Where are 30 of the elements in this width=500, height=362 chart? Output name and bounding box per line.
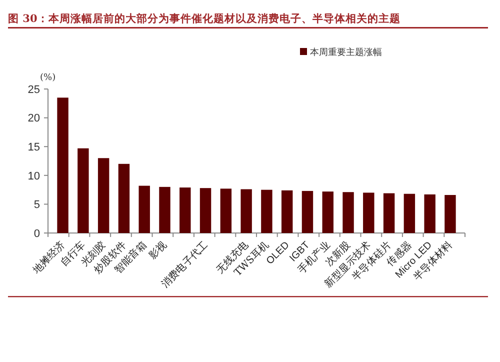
bar [322, 192, 334, 233]
bar [424, 194, 436, 233]
x-tick-label: 影视 [146, 239, 170, 262]
bar [240, 189, 252, 233]
bar [98, 158, 110, 233]
bar [200, 188, 212, 233]
bar [180, 187, 191, 233]
y-tick-label: 0 [34, 228, 40, 240]
bar [444, 194, 456, 233]
bar [363, 192, 374, 233]
bar [57, 98, 68, 233]
y-tick-label: 20 [28, 112, 40, 125]
bar [159, 186, 170, 233]
y-tick-label: 5 [34, 199, 40, 212]
bar [138, 186, 150, 233]
bar [220, 188, 232, 233]
bar [281, 190, 293, 233]
bar [261, 190, 272, 233]
y-tick-label: 25 [28, 84, 40, 96]
y-tick-label: 15 [28, 141, 40, 154]
bar [404, 194, 416, 233]
bar [78, 148, 89, 233]
bar [342, 192, 354, 233]
bar [118, 164, 130, 233]
chart-title: 图 30：本周涨幅居前的大部分为事件催化题材以及消费电子、半导体相关的主题 [8, 12, 400, 25]
bar [383, 193, 395, 233]
y-tick-label: 10 [28, 170, 40, 182]
y-axis-title: (%) [40, 73, 56, 83]
bar [302, 190, 314, 233]
legend-label: 本周重要主题涨幅 [310, 47, 382, 58]
